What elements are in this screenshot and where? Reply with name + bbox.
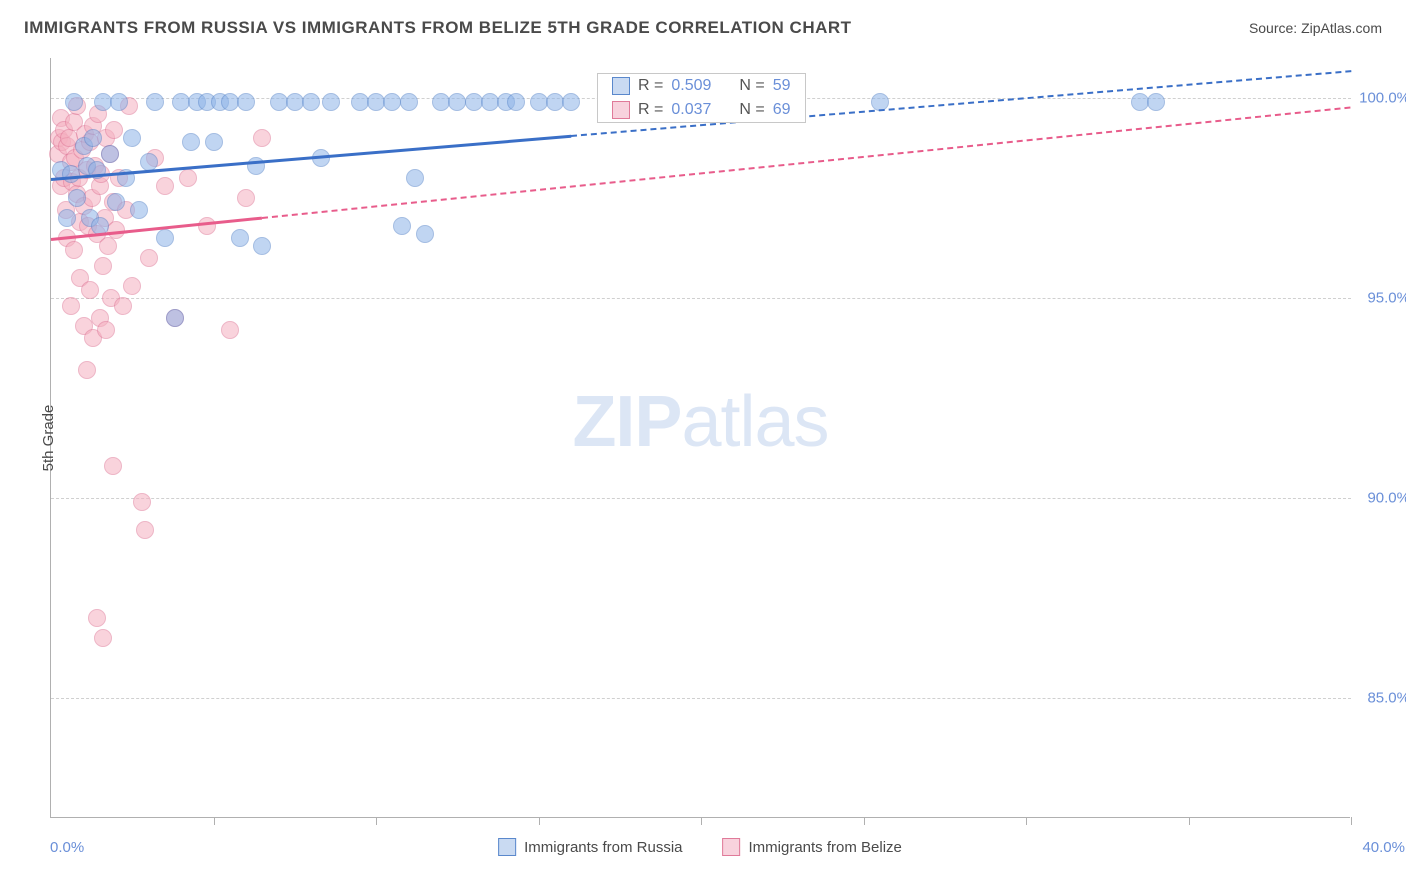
scatter-point xyxy=(1147,93,1165,111)
scatter-point xyxy=(166,309,184,327)
legend-r-value: 0.509 xyxy=(671,77,711,95)
scatter-point xyxy=(114,297,132,315)
x-tick xyxy=(376,817,377,825)
scatter-point xyxy=(221,321,239,339)
x-tick xyxy=(701,817,702,825)
x-tick xyxy=(1189,817,1190,825)
scatter-point xyxy=(101,145,119,163)
scatter-point xyxy=(130,201,148,219)
scatter-point xyxy=(84,129,102,147)
scatter-point xyxy=(237,189,255,207)
source-label: Source: ZipAtlas.com xyxy=(1249,20,1382,36)
scatter-point xyxy=(58,209,76,227)
y-tick-label: 95.0% xyxy=(1355,290,1406,307)
scatter-point xyxy=(237,93,255,111)
watermark-atlas: atlas xyxy=(681,382,828,462)
y-tick-label: 90.0% xyxy=(1355,490,1406,507)
header: IMMIGRANTS FROM RUSSIA VS IMMIGRANTS FRO… xyxy=(0,0,1406,48)
x-tick xyxy=(1351,817,1352,825)
gridline-h xyxy=(51,698,1351,699)
legend-label: Immigrants from Belize xyxy=(749,839,902,856)
chart-title: IMMIGRANTS FROM RUSSIA VS IMMIGRANTS FRO… xyxy=(24,18,852,38)
bottom-legend-item: Immigrants from Russia xyxy=(498,838,682,856)
y-tick-label: 100.0% xyxy=(1355,90,1406,107)
scatter-point xyxy=(507,93,525,111)
scatter-point xyxy=(302,93,320,111)
x-axis-label-max: 40.0% xyxy=(1362,839,1405,856)
x-axis-label-min: 0.0% xyxy=(50,839,84,856)
legend-row: R = 0.037 N = 69 xyxy=(598,98,805,122)
scatter-point xyxy=(104,457,122,475)
legend-swatch xyxy=(498,838,516,856)
scatter-point xyxy=(400,93,418,111)
scatter-point xyxy=(68,189,86,207)
x-tick xyxy=(864,817,865,825)
scatter-point xyxy=(94,257,112,275)
watermark-zip: ZIP xyxy=(572,382,681,462)
legend-row: R = 0.509 N = 59 xyxy=(598,74,805,98)
scatter-point xyxy=(97,321,115,339)
legend-n-value: 69 xyxy=(773,101,791,119)
scatter-point xyxy=(133,493,151,511)
legend-swatch xyxy=(612,101,630,119)
scatter-point xyxy=(94,629,112,647)
scatter-point xyxy=(198,217,216,235)
scatter-point xyxy=(81,281,99,299)
legend-r-label: R = xyxy=(638,77,663,95)
y-axis-title: 5th Grade xyxy=(40,405,57,472)
scatter-point xyxy=(205,133,223,151)
correlation-legend: R = 0.509 N = 59 R = 0.037 N = 69 xyxy=(597,73,806,123)
legend-swatch xyxy=(612,77,630,95)
gridline-h xyxy=(51,298,1351,299)
scatter-point xyxy=(182,133,200,151)
scatter-point xyxy=(65,93,83,111)
scatter-point xyxy=(253,237,271,255)
scatter-point xyxy=(62,165,80,183)
scatter-point xyxy=(99,237,117,255)
legend-n-label: N = xyxy=(739,77,764,95)
scatter-point xyxy=(123,129,141,147)
legend-r-label: R = xyxy=(638,101,663,119)
legend-n-label: N = xyxy=(739,101,764,119)
scatter-point xyxy=(136,521,154,539)
scatter-point xyxy=(156,177,174,195)
gridline-h xyxy=(51,498,1351,499)
scatter-point xyxy=(156,229,174,247)
scatter-point xyxy=(140,249,158,267)
scatter-point xyxy=(123,277,141,295)
x-tick xyxy=(539,817,540,825)
scatter-point xyxy=(88,609,106,627)
scatter-point xyxy=(146,93,164,111)
scatter-point xyxy=(105,121,123,139)
x-tick xyxy=(1026,817,1027,825)
legend-n-value: 59 xyxy=(773,77,791,95)
scatter-point xyxy=(322,93,340,111)
watermark: ZIPatlas xyxy=(572,381,828,463)
chart-container: ZIPatlas 85.0%90.0%95.0%100.0%R = 0.509N… xyxy=(50,58,1350,818)
legend-label: Immigrants from Russia xyxy=(524,839,682,856)
scatter-point xyxy=(110,93,128,111)
scatter-point xyxy=(65,241,83,259)
trend-line xyxy=(262,106,1351,219)
x-tick xyxy=(214,817,215,825)
scatter-point xyxy=(562,93,580,111)
bottom-legend: Immigrants from Russia Immigrants from Be… xyxy=(498,838,902,856)
legend-swatch xyxy=(723,838,741,856)
scatter-point xyxy=(393,217,411,235)
y-tick-label: 85.0% xyxy=(1355,690,1406,707)
scatter-point xyxy=(78,361,96,379)
scatter-point xyxy=(107,193,125,211)
plot-area: ZIPatlas 85.0%90.0%95.0%100.0%R = 0.509N… xyxy=(50,58,1350,818)
scatter-point xyxy=(62,297,80,315)
scatter-point xyxy=(179,169,197,187)
scatter-point xyxy=(416,225,434,243)
scatter-point xyxy=(406,169,424,187)
scatter-point xyxy=(253,129,271,147)
scatter-point xyxy=(231,229,249,247)
legend-r-value: 0.037 xyxy=(671,101,711,119)
bottom-legend-item: Immigrants from Belize xyxy=(723,838,902,856)
